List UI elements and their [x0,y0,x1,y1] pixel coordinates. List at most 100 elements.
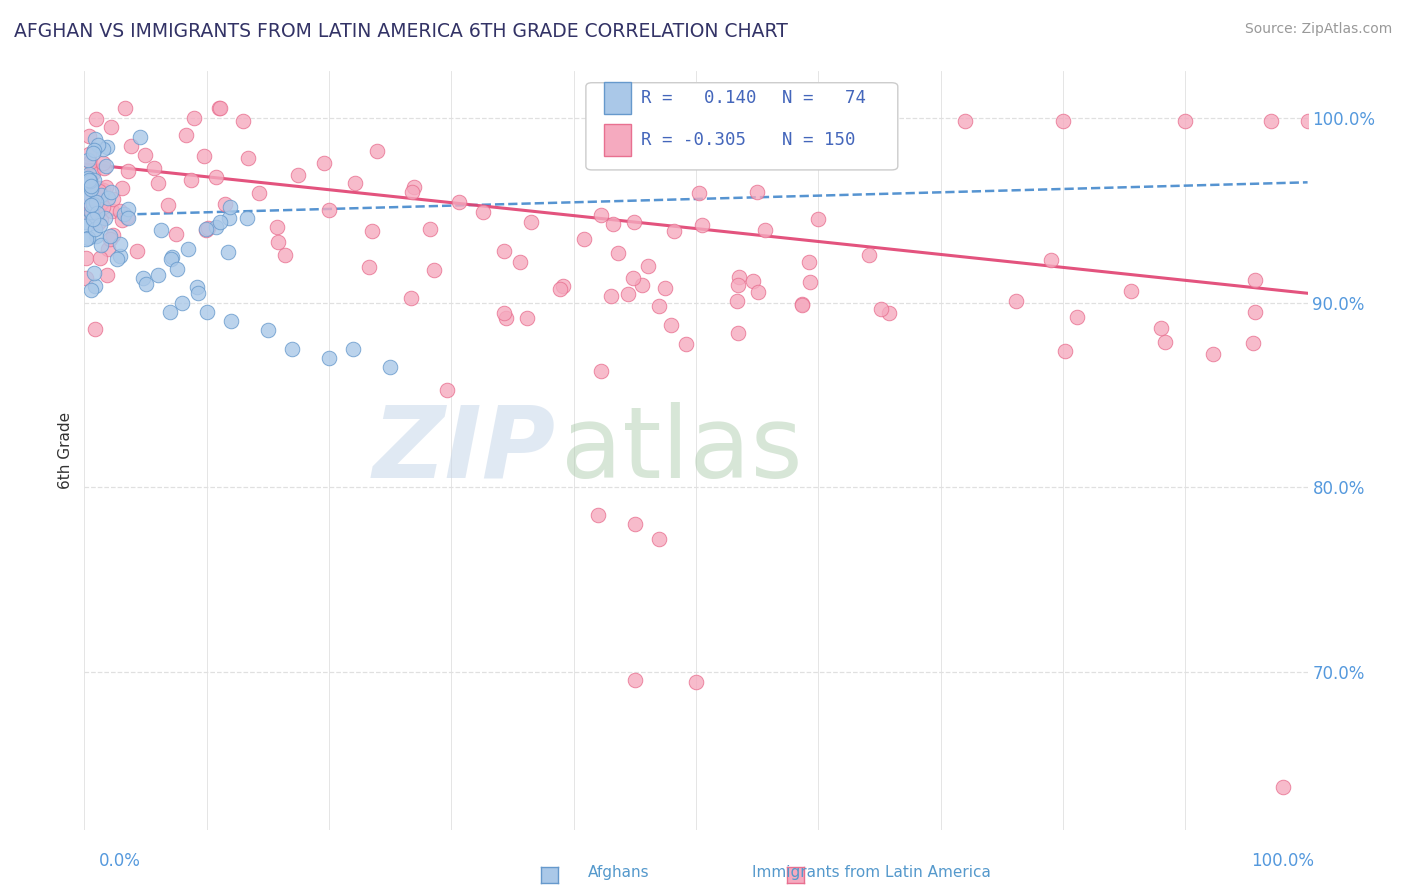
Point [1244,304,1267,318]
Point [747,114,769,128]
Point [117,163,139,178]
Point [97,191,120,205]
Point [76,186,98,201]
Point [79,167,101,181]
Point [401,185,423,199]
Point [1121,285,1143,299]
Point [727,270,749,285]
Point [287,169,309,183]
Text: N =   74: N = 74 [782,89,866,107]
Point [195,223,218,237]
Point [685,674,707,689]
Point [183,111,205,125]
Text: 100.0%: 100.0% [1251,852,1315,870]
Point [86,216,108,230]
Point [602,217,624,231]
Point [600,289,623,303]
Point [150,222,173,236]
Point [93,161,115,175]
Point [807,212,830,227]
Point [79,155,101,169]
Point [77,231,100,245]
Point [281,342,304,356]
Point [177,242,200,256]
Point [214,196,236,211]
Point [76,190,98,204]
Point [111,180,134,194]
Point [79,204,101,219]
Point [94,159,117,173]
Point [114,101,136,115]
Point [77,146,100,161]
Point [589,364,612,378]
Point [117,211,139,225]
Point [82,197,104,211]
Point [1296,114,1319,128]
Point [208,101,231,115]
Point [357,260,380,274]
Point [166,262,188,277]
Point [366,145,388,159]
Point [135,277,157,291]
Point [342,342,364,356]
Point [572,232,595,246]
Point [194,222,217,236]
Point [115,211,138,225]
Point [82,146,104,161]
Point [1066,310,1088,324]
Point [1201,347,1223,361]
Point [232,114,254,128]
Point [624,673,647,687]
Point [86,206,108,220]
Point [89,251,111,265]
Point [661,318,683,332]
Point [112,207,135,221]
Point [75,251,97,265]
Point [494,244,516,258]
Point [146,177,169,191]
Point [509,255,531,269]
Point [80,163,103,178]
Point [675,337,697,351]
Text: AFGHAN VS IMMIGRANTS FROM LATIN AMERICA 6TH GRADE CORRELATION CHART: AFGHAN VS IMMIGRANTS FROM LATIN AMERICA … [14,22,787,41]
Point [82,199,104,213]
Point [77,153,100,167]
Point [747,185,769,199]
Point [312,156,335,170]
Point [725,294,748,309]
Text: N = 150: N = 150 [782,130,855,149]
Point [90,188,112,202]
Point [105,252,128,267]
Point [80,197,103,211]
Point [76,178,98,193]
Text: Source: ZipAtlas.com: Source: ZipAtlas.com [1244,22,1392,37]
Point [648,533,671,547]
Point [869,114,891,128]
Point [548,282,571,296]
Point [953,114,976,128]
Point [101,204,124,219]
Point [688,186,710,200]
Point [586,508,609,523]
Point [90,195,112,210]
Point [82,212,104,227]
Point [146,268,169,282]
Point [77,173,100,187]
Point [73,219,96,234]
Point [76,171,98,186]
Point [117,202,139,217]
Point [75,189,97,203]
Point [495,311,517,326]
Point [125,244,148,258]
Point [75,171,97,186]
Text: Afghans: Afghans [588,865,650,880]
Point [83,132,105,146]
Point [80,284,103,298]
Point [101,227,124,242]
Point [83,173,105,187]
Point [727,277,749,292]
Point [208,101,231,115]
Point [236,151,259,165]
Point [623,215,645,229]
Point [142,161,165,176]
